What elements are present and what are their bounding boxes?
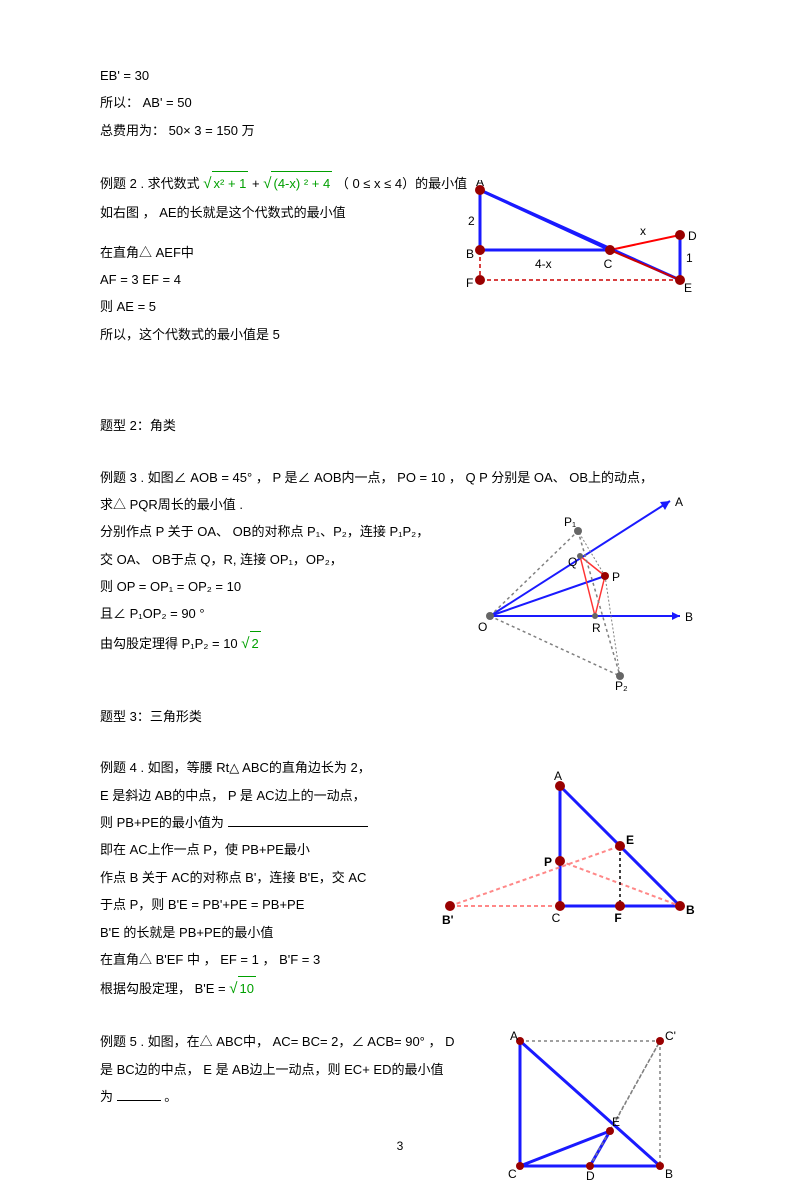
type2-heading: 题型 2：角类 [100, 414, 700, 437]
intro-line-3: 总费用为： 50× 3 = 150 万 [100, 119, 700, 142]
svg-text:B: B [686, 903, 695, 917]
sqrt-icon: 10 [229, 975, 256, 1002]
svg-text:A: A [675, 495, 683, 509]
sqrt-icon: (4-x) ² + 4 [263, 170, 332, 197]
svg-text:C: C [552, 911, 561, 925]
ex4-line-7: 在直角△ B'EF 中 ， EF = 1 ， B'F = 3 [100, 948, 700, 971]
svg-text:C': C' [665, 1029, 676, 1043]
svg-text:D: D [688, 229, 697, 243]
example-4-section: A B C B' E P F 例题 4 . 如图，等腰 Rt△ ABC的直角边长… [100, 756, 700, 1002]
svg-text:A: A [476, 180, 484, 189]
ex2-line-5: 所以，这个代数式的最小值是 5 [100, 323, 700, 346]
svg-text:x: x [640, 224, 646, 238]
svg-text:B: B [665, 1167, 673, 1181]
figure-ex2: A B F C D E 2 x 4-x 1 [420, 180, 700, 320]
type3-heading: 题型 3：三角形类 [100, 705, 700, 728]
svg-text:F: F [614, 911, 621, 925]
svg-text:E: E [626, 833, 634, 847]
svg-text:E: E [612, 1115, 620, 1129]
intro-line-1: EB' = 30 [100, 64, 700, 87]
svg-text:A: A [554, 769, 562, 783]
svg-text:Q: Q [568, 555, 577, 569]
svg-text:F: F [466, 276, 473, 290]
svg-text:2: 2 [468, 214, 475, 228]
svg-text:B: B [466, 247, 474, 261]
example-3-section: O A B P P₁ P₂ Q R 例题 3 . 如图∠ AOB = 45° ，… [100, 466, 700, 657]
svg-text:P: P [544, 855, 552, 869]
svg-text:R: R [592, 621, 601, 635]
svg-text:P₁: P₁ [564, 515, 576, 529]
svg-text:C: C [508, 1167, 517, 1181]
intro-line-2: 所以： AB' = 50 [100, 91, 700, 114]
svg-text:1: 1 [686, 251, 693, 265]
svg-text:O: O [478, 620, 487, 634]
example-2-section: A B F C D E 2 x 4-x 1 例题 2 . 求代数式 x² + 1… [100, 170, 700, 346]
svg-text:D: D [586, 1169, 595, 1183]
svg-text:B': B' [442, 913, 454, 927]
document-page: EB' = 30 所以： AB' = 50 总费用为： 50× 3 = 150 … [0, 0, 800, 1193]
example-5-section: A C' C B D E 例题 5 . 如图，在△ ABC中， AC= BC= … [100, 1030, 700, 1108]
sqrt-icon: 2 [241, 630, 260, 657]
svg-text:4-x: 4-x [535, 257, 552, 271]
ex5-line-1: 例题 5 . 如图，在△ ABC中， AC= BC= 2，∠ ACB= 90° … [100, 1030, 480, 1053]
sqrt-icon: x² + 1 [203, 170, 248, 197]
svg-text:B: B [685, 610, 693, 624]
svg-text:C: C [604, 257, 613, 271]
figure-ex3: O A B P P₁ P₂ Q R [470, 486, 700, 696]
figure-ex5: A C' C B D E [500, 1026, 700, 1186]
svg-text:P₂: P₂ [615, 679, 628, 693]
ex5-line-2: 是 BC边的中点， E 是 AB边上一动点，则 EC+ ED的最小值 [100, 1058, 480, 1081]
ex4-line-8: 根据勾股定理， B'E = 10 [100, 975, 700, 1002]
figure-ex4: A B C B' E P F [440, 766, 700, 936]
svg-text:P: P [612, 570, 620, 584]
svg-text:E: E [684, 281, 692, 295]
ex5-line-3: 为 。 [100, 1085, 480, 1108]
svg-text:A: A [510, 1029, 518, 1043]
